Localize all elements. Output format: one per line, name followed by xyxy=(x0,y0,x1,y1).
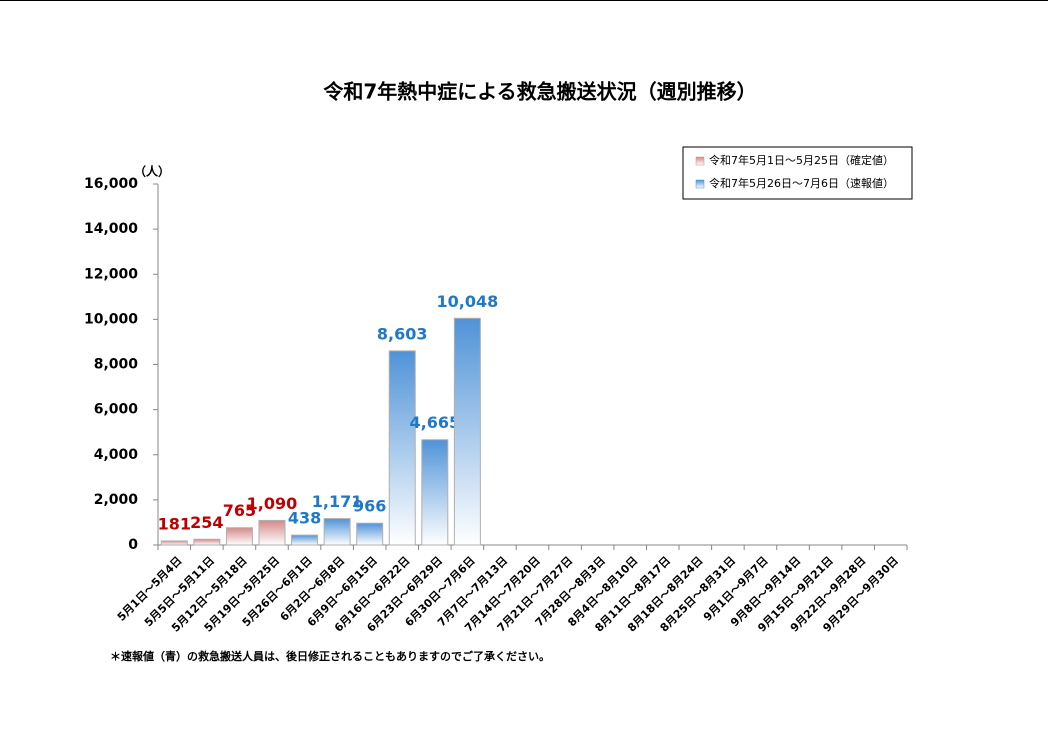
data-label: 1,090 xyxy=(247,494,298,513)
bar xyxy=(160,540,188,546)
data-label: 254 xyxy=(190,513,223,532)
bar xyxy=(356,522,384,546)
data-label: 966 xyxy=(353,497,386,516)
data-label: 8,603 xyxy=(377,324,428,343)
y-tick-label: 16,000 xyxy=(84,176,138,192)
legend-label: 令和7年5月1日～5月25日（確定値） xyxy=(709,153,894,167)
bar xyxy=(388,350,416,546)
legend-label: 令和7年5月26日～7月6日（速報値） xyxy=(709,176,894,190)
legend-swatch xyxy=(695,179,705,189)
data-label: 438 xyxy=(288,509,321,528)
y-tick-label: 12,000 xyxy=(84,266,138,282)
bar xyxy=(193,538,221,546)
chart-title: 令和7年熱中症による救急搬送状況（週別推移） xyxy=(323,80,756,104)
legend-swatch xyxy=(695,156,705,166)
data-label: 765 xyxy=(223,501,256,520)
y-tick-label: 0 xyxy=(128,537,138,553)
data-label: 1,171 xyxy=(312,492,363,511)
bar xyxy=(323,518,351,546)
bar xyxy=(453,317,481,546)
y-tick-label: 4,000 xyxy=(94,447,139,463)
y-tick-label: 2,000 xyxy=(94,492,139,508)
y-tick-label: 8,000 xyxy=(94,357,139,373)
data-label: 181 xyxy=(158,514,191,533)
data-label: 4,665 xyxy=(409,413,460,432)
y-tick-label: 10,000 xyxy=(84,311,138,327)
legend-box xyxy=(682,146,913,200)
footnote: ＊速報値（青）の救急搬送人員は、後日修正されることもありますのでご了承ください。 xyxy=(110,649,550,663)
y-tick-label: 14,000 xyxy=(84,221,138,237)
y-unit-label: （人） xyxy=(134,164,170,179)
data-label: 10,048 xyxy=(436,292,498,311)
bar xyxy=(291,534,319,546)
bar xyxy=(225,527,253,546)
bar xyxy=(258,519,286,546)
bar xyxy=(421,439,449,546)
y-tick-label: 6,000 xyxy=(94,402,139,418)
